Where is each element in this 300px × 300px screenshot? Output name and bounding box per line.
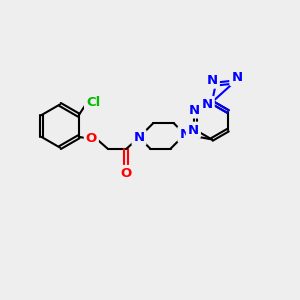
Text: O: O (121, 167, 132, 180)
Text: N: N (202, 98, 213, 111)
Text: N: N (189, 103, 200, 116)
Text: N: N (188, 124, 199, 136)
Text: O: O (86, 132, 97, 145)
Text: N: N (134, 131, 145, 144)
Text: N: N (207, 74, 218, 87)
Text: Cl: Cl (86, 96, 100, 110)
Text: N: N (179, 128, 191, 141)
Text: N: N (231, 71, 242, 84)
